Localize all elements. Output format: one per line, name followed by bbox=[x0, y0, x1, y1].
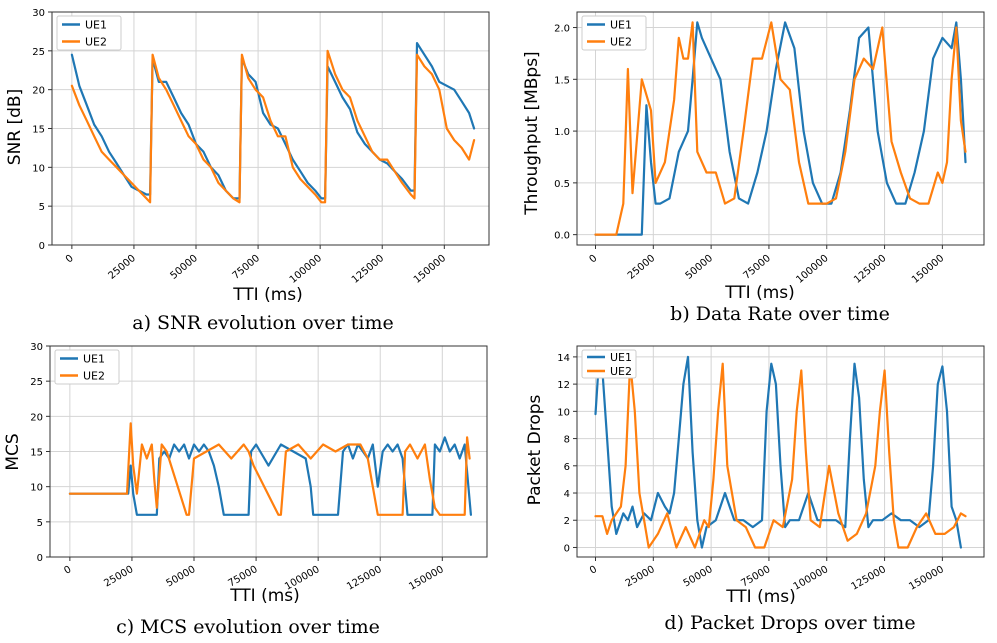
caption-b: b) Data Rate over time bbox=[670, 303, 890, 325]
y-tick-label: 2.0 bbox=[554, 24, 570, 35]
x-tick-label: 75000 bbox=[231, 253, 262, 282]
y-tick-label: 0.0 bbox=[554, 231, 570, 242]
caption-d: d) Packet Drops over time bbox=[664, 612, 915, 634]
panel-b: 0.0 0.5 1.0 1.5 2.0 0 25000 50000 75000 100000 125… bbox=[522, 11, 985, 325]
legend-label-ue2: UE2 bbox=[85, 36, 107, 49]
legend-label-ue1: UE1 bbox=[85, 19, 107, 32]
x-tick-label: 0 bbox=[588, 564, 599, 577]
plot-area-a: 0 5 10 15 20 25 30 0 25000 50000 75000 100000 125000… bbox=[32, 8, 490, 286]
y-tick-label: 8 bbox=[564, 435, 570, 446]
x-tick-label: 25000 bbox=[102, 564, 135, 589]
y-tick-label: 14 bbox=[557, 353, 570, 364]
x-tick-label: 100000 bbox=[792, 564, 831, 593]
series-line-ue1 bbox=[594, 21, 967, 236]
x-tick-label: 0 bbox=[62, 564, 73, 577]
x-tick-label: 150000 bbox=[407, 564, 446, 593]
x-tick-label: 125000 bbox=[345, 564, 384, 593]
y-tick-label: 15 bbox=[30, 448, 43, 459]
xlabel-d: TTI (ms) bbox=[725, 587, 796, 607]
x-tick-label: 125000 bbox=[849, 564, 888, 593]
y-tick-label: 4 bbox=[564, 489, 570, 500]
y-tick-label: 15 bbox=[32, 125, 45, 136]
plot-area-b: 0.0 0.5 1.0 1.5 2.0 0 25000 50000 75000 100000 125… bbox=[554, 11, 985, 286]
x-tick-label: 150000 bbox=[412, 253, 448, 286]
y-tick-label: 0.5 bbox=[554, 179, 570, 190]
y-tick-label: 20 bbox=[30, 412, 43, 423]
series-line-ue2 bbox=[594, 21, 967, 236]
x-tick-label: 150000 bbox=[907, 564, 946, 593]
x-tick-label: 75000 bbox=[739, 564, 772, 589]
y-tick-label: 2 bbox=[564, 516, 570, 527]
y-tick-label: 0 bbox=[564, 543, 570, 554]
plot-frame bbox=[576, 11, 985, 246]
series-line-ue2 bbox=[68, 422, 471, 516]
y-tick-label: 10 bbox=[557, 407, 570, 418]
plot-frame bbox=[576, 345, 985, 558]
x-tick-label: 125000 bbox=[350, 253, 386, 286]
x-tick-label: 25000 bbox=[626, 253, 657, 282]
caption-c: c) MCS evolution over time bbox=[116, 616, 380, 638]
x-tick-label: 100000 bbox=[288, 253, 324, 286]
y-tick-label: 20 bbox=[32, 86, 45, 97]
y-tick-label: 25 bbox=[32, 47, 45, 58]
xlabel-c: TTI (ms) bbox=[229, 586, 300, 606]
series-line-ue2 bbox=[594, 361, 967, 549]
y-tick-label: 6 bbox=[564, 462, 570, 473]
legend-label-ue2: UE2 bbox=[610, 36, 632, 49]
plot-area-d: 0 2 4 6 8 10 12 14 0 25000 50000 75000 100000 125000 1… bbox=[557, 345, 985, 593]
y-tick-label: 30 bbox=[30, 342, 43, 353]
x-tick-label: 0 bbox=[587, 253, 599, 266]
y-tick-label: 0 bbox=[39, 241, 45, 252]
xlabel-b: TTI (ms) bbox=[724, 283, 795, 303]
y-tick-label: 0 bbox=[37, 553, 43, 564]
x-tick-label: 25000 bbox=[106, 253, 137, 282]
ylabel-d: Packet Drops bbox=[525, 394, 545, 505]
y-tick-label: 25 bbox=[30, 377, 43, 388]
x-tick-label: 50000 bbox=[164, 564, 197, 589]
legend-label-ue1: UE1 bbox=[610, 351, 632, 364]
y-tick-label: 10 bbox=[30, 483, 43, 494]
ylabel-a: SNR [dB] bbox=[5, 89, 25, 165]
ylabel-b: Throughput [MBps] bbox=[522, 51, 542, 215]
y-tick-label: 1.0 bbox=[554, 127, 570, 138]
y-tick-label: 10 bbox=[32, 163, 45, 174]
x-tick-label: 150000 bbox=[910, 253, 946, 286]
x-tick-label: 0 bbox=[64, 253, 76, 266]
x-tick-label: 75000 bbox=[741, 253, 772, 282]
legend-label-ue2: UE2 bbox=[610, 365, 632, 378]
xlabel-a: TTI (ms) bbox=[232, 285, 303, 305]
x-tick-label: 125000 bbox=[852, 253, 888, 286]
series-line-ue1 bbox=[68, 436, 472, 516]
y-tick-label: 12 bbox=[557, 380, 570, 391]
x-tick-label: 50000 bbox=[168, 253, 199, 282]
x-tick-label: 50000 bbox=[684, 253, 715, 282]
y-tick-label: 1.5 bbox=[554, 75, 570, 86]
x-tick-label: 50000 bbox=[682, 564, 715, 589]
x-tick-label: 100000 bbox=[794, 253, 830, 286]
plot-frame bbox=[49, 345, 488, 558]
y-tick-label: 5 bbox=[39, 202, 45, 213]
ylabel-c: MCS bbox=[3, 433, 23, 470]
y-tick-label: 30 bbox=[32, 8, 45, 19]
series-line-ue2 bbox=[70, 49, 476, 204]
x-tick-label: 25000 bbox=[624, 564, 657, 589]
legend-label-ue2: UE2 bbox=[83, 370, 105, 383]
panel-d: 0 2 4 6 8 10 12 14 0 25000 50000 75000 100000 125000 1… bbox=[525, 345, 985, 634]
legend-label-ue1: UE1 bbox=[610, 19, 632, 32]
plot-frame bbox=[51, 11, 490, 246]
y-tick-label: 5 bbox=[37, 518, 43, 529]
panel-a: 0 5 10 15 20 25 30 0 25000 50000 75000 100000 125000… bbox=[5, 8, 490, 334]
legend-label-ue1: UE1 bbox=[83, 353, 105, 366]
caption-a: a) SNR evolution over time bbox=[132, 312, 393, 334]
